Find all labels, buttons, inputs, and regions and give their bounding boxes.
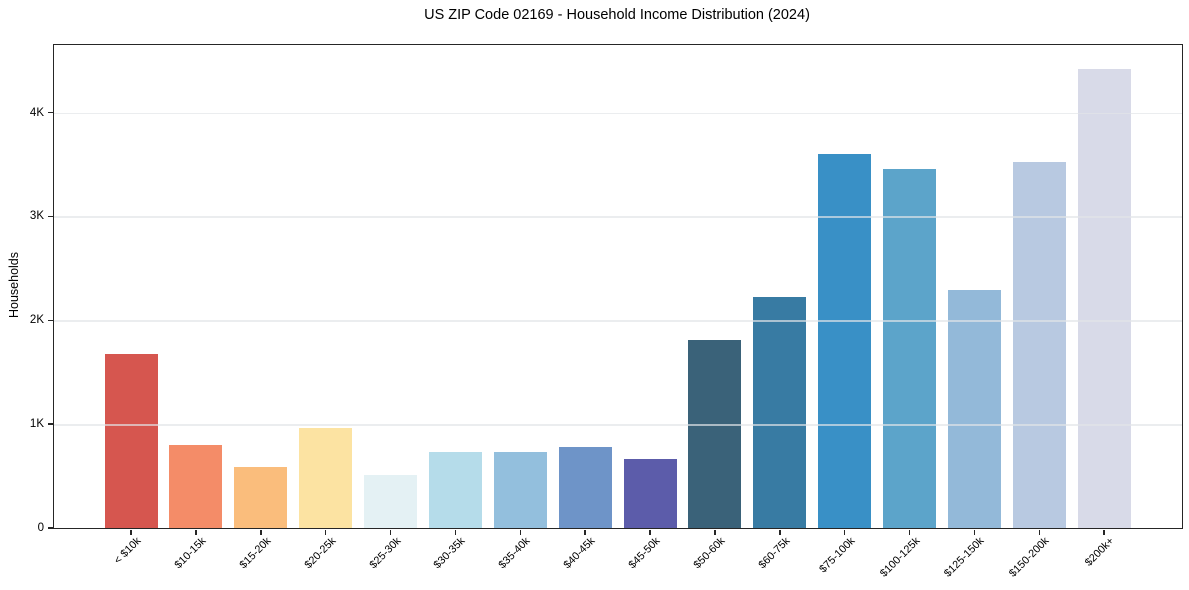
- x-tick: [843, 529, 846, 535]
- y-tick-label: 0: [37, 522, 44, 534]
- bar-$150-200k: [1012, 161, 1066, 528]
- gridline-4K: [54, 112, 1182, 115]
- y-tick-1K: [47, 423, 53, 425]
- x-tick: [454, 529, 457, 535]
- gridline-1K: [54, 424, 1182, 426]
- y-tick-0: [47, 527, 53, 529]
- y-axis-label: Households: [7, 251, 21, 319]
- x-tick: [584, 529, 586, 535]
- bar-$125-150k: [947, 290, 1001, 528]
- bar-$45-50k: [623, 458, 677, 528]
- x-tick: [779, 529, 781, 535]
- chart-title: US ZIP Code 02169 - Household Income Dis…: [424, 7, 810, 23]
- y-tick-2K: [47, 319, 53, 321]
- y-tick-4K: [47, 111, 53, 114]
- x-tick: [649, 529, 651, 535]
- y-tick-label: 4K: [29, 106, 44, 119]
- y-tick-label: 2K: [29, 314, 44, 327]
- x-tick: [260, 529, 262, 535]
- x-tick-label: < $10k: [111, 535, 144, 567]
- x-tick: [324, 529, 327, 535]
- x-tick: [519, 529, 522, 535]
- x-tick: [973, 529, 976, 535]
- x-tick: [908, 529, 911, 535]
- x-tick: [130, 529, 132, 535]
- bar-< $10k: [104, 354, 158, 528]
- x-tick: [195, 529, 197, 535]
- bar-$100-125k: [883, 169, 937, 528]
- bar-$30-35k: [428, 452, 482, 528]
- bar-$15-20k: [234, 466, 288, 528]
- x-tick: [389, 529, 392, 535]
- plot-area: 0 1K 2K 3K 4K < $10k $10-15k $15-20k $20-25k $25-…: [30, 44, 1183, 580]
- bar-$200k+: [1077, 68, 1131, 528]
- bar-$40-45k: [558, 446, 612, 528]
- bar-$50-60k: [688, 340, 742, 528]
- gridline-3K: [54, 216, 1182, 218]
- bar-$60-75k: [753, 297, 807, 528]
- y-tick-label: 1K: [29, 418, 44, 431]
- bar-$25-30k: [364, 475, 418, 528]
- gridline-2K: [54, 320, 1182, 322]
- y-tick-3K: [47, 215, 53, 218]
- bar-$10-15k: [169, 445, 223, 528]
- bar-$20-25k: [299, 428, 353, 528]
- y-tick-label: 3K: [29, 210, 44, 223]
- x-tick: [714, 529, 716, 535]
- x-tick: [1038, 529, 1041, 535]
- bar-$35-40k: [493, 452, 547, 528]
- bar-$75-100k: [818, 154, 872, 528]
- x-tick: [1103, 529, 1105, 535]
